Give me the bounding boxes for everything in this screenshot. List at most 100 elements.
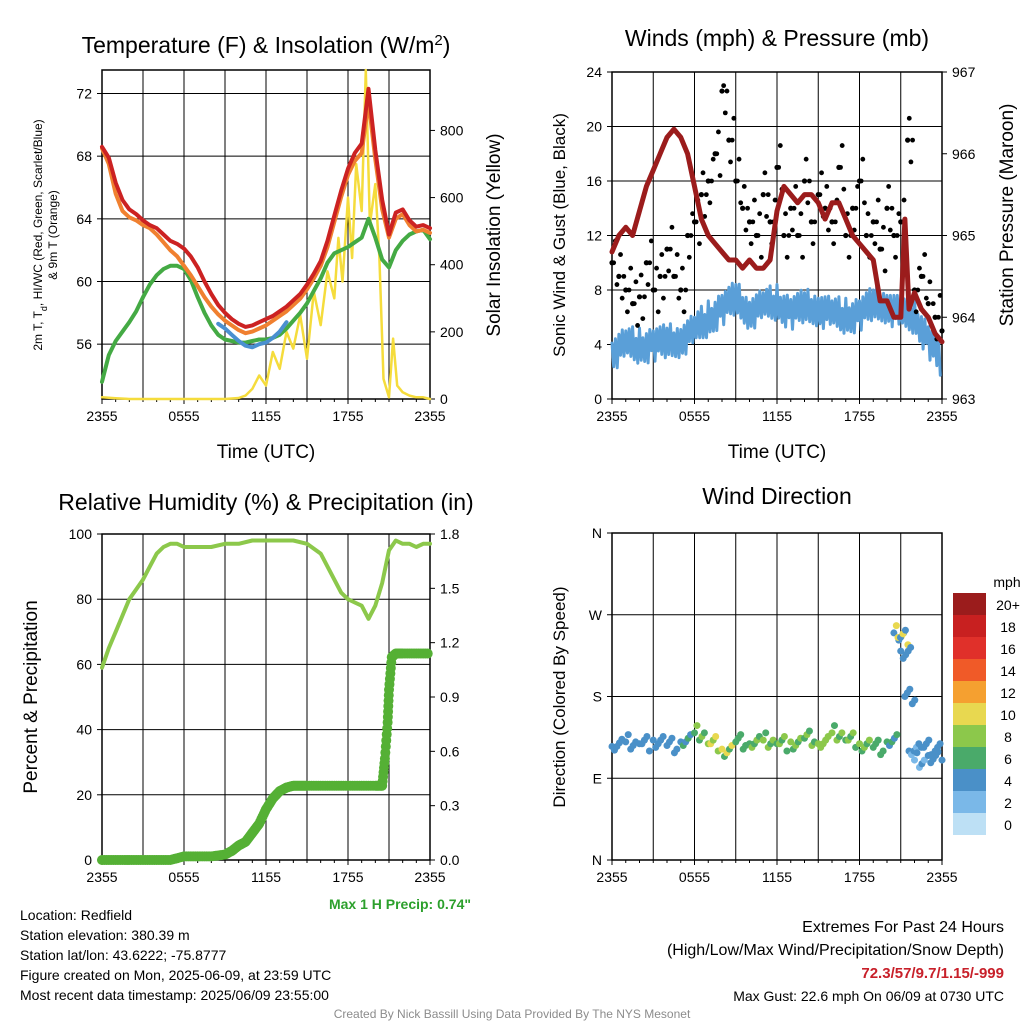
wind-gust-point [790,227,795,233]
wind-gust-point [729,137,735,143]
dir-point [874,736,882,744]
wind-gust-point [673,273,678,279]
wind-gust-point [915,287,921,293]
wind-gust-point [654,265,659,271]
wind-gust-point [659,252,665,257]
dir-point [622,738,630,746]
rh-plot-border [101,533,431,861]
wind-plot-border [611,71,943,400]
temp-y2tick-label: 0 [440,391,448,407]
wind-gust-point [930,301,936,307]
temp-y2tick-label: 400 [440,257,464,273]
elevation-text: Station elevation: 380.39 m [20,927,190,943]
wind-gust-point [803,156,809,162]
dir-xtick-label: 1155 [762,869,792,885]
dir-title: Wind Direction [702,483,852,509]
dir-ytick-label: N [592,525,602,541]
temp-title: Temperature (F) & Insolation (W/m2) [82,32,451,59]
colorbar-swatch [953,637,986,659]
wind-gust-point [863,232,869,239]
colorbar-swatch [953,703,986,725]
wind-gust-point [619,295,625,301]
wind-ylabel: Sonic Wind & Gust (Blue, Black) [550,113,569,357]
colorbar-label: 2 [1004,795,1012,811]
wind-gust-point [676,295,682,301]
wind-gust-point [875,197,881,203]
wind-gust-point [807,178,812,184]
wind-xtick-label: 2355 [926,408,957,424]
rh-ytick-label: 0 [84,852,92,868]
wind-gust-point [698,192,704,198]
wind-gust-point [693,219,699,225]
rh-xtick-label: 2355 [414,869,445,885]
colorbar-unit: mph [993,574,1020,590]
colorbar-label: 8 [1004,729,1012,745]
wind-ytick-label: 20 [586,119,602,135]
wind-gust-point [846,254,852,260]
wind-gust-point [758,254,764,260]
colorbar-label: 20+ [996,597,1020,613]
temp-ytick-label: 60 [76,274,92,290]
temp-series-temp_red [100,86,432,329]
wind-gust-point [683,287,689,293]
dir-point [691,729,698,737]
wind-series-sonic [610,281,942,377]
rh-y2tick-label: 0.0 [440,852,460,868]
dir-point [783,747,791,755]
wind-gust-point [917,265,922,271]
dir-point [906,685,914,693]
dir-point [830,722,838,730]
wind-gust-point [812,219,818,225]
temp-ylabel-subscript: d [39,306,49,311]
temp-xtick-label: 1755 [332,408,363,424]
wind-gust-point [805,200,811,206]
wind-gust-point [731,115,737,121]
dir-point [649,736,657,744]
wind-xtick-label: 1755 [844,408,875,424]
wind-gust-point [832,219,838,225]
wind-gust-point [625,309,630,315]
wind-ytick-label: 24 [586,64,602,80]
wind-gust-point [700,170,706,176]
wind-gust-point [690,211,695,217]
wind-gust-point [819,170,824,176]
wind-gust-point [783,211,788,217]
dir-ytick-label: N [592,852,602,868]
wind-gust-point [735,178,740,184]
rh-y2tick-label: 0.6 [440,743,460,759]
colorbar-swatch [953,791,986,813]
dir-point [718,745,726,753]
dir-ytick-label: E [593,770,602,786]
dir-point [624,731,632,739]
dir-point [907,643,915,651]
wind-gust-point [920,273,926,279]
wind-gust-point [887,227,893,233]
wind-gust-point [874,219,879,225]
dir-point [712,732,720,740]
wind-gust-point [647,260,653,266]
wind-gust-point [638,272,644,278]
dir-point [805,727,813,735]
colorbar-swatch [953,747,986,769]
colorbar-label: 0 [1004,817,1012,833]
max-gust-text: Max Gust: 22.6 mph On 06/09 at 0730 UTC [733,988,1004,1004]
wind-gust-point [910,137,915,143]
wind-gust-point [661,295,666,301]
wind-gust-point [838,164,843,170]
temp-title-end: ) [443,32,451,58]
rh-xtick-label: 0555 [168,869,199,885]
dir-point [693,722,701,730]
wind-gust-point [741,184,747,189]
wind-gust-point [662,273,668,279]
wind-ytick-label: 0 [594,391,602,407]
wind-gust-point [906,115,912,121]
temp-xtick-label: 1155 [251,408,281,424]
wind-gust-point [621,273,627,279]
dir-point [925,736,933,744]
wind-gust-point [839,143,845,148]
dir-point [700,729,708,737]
wind-gust-point [800,254,805,260]
wind-ytick-label: 12 [586,228,602,244]
recent-data-text: Most recent data timestamp: 2025/06/09 2… [20,987,329,1003]
wind-gust-point [703,192,709,198]
